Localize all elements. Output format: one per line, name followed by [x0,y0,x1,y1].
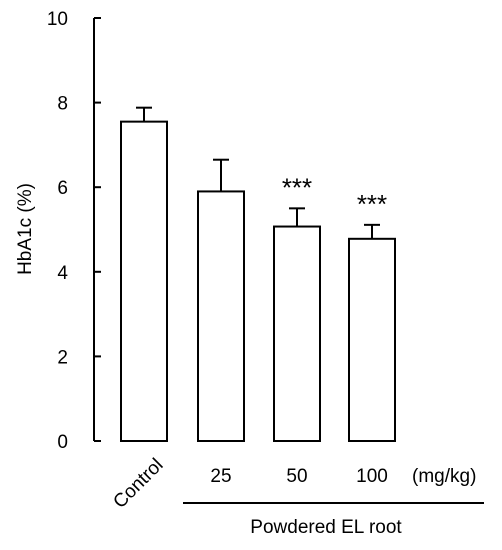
bar [348,237,396,442]
y-tick-label: 8 [57,94,68,115]
bars-layer: *** *** [120,106,396,442]
unit-label: (mg/kg) [412,466,476,487]
x-tick-label: 100 [356,466,388,487]
y-tick-label: 10 [47,9,68,30]
group-label: Powdered EL root [250,517,402,538]
y-tick-label: 0 [57,432,68,453]
y-tick-label: 4 [57,263,68,284]
bar [273,225,321,442]
bar [120,120,168,442]
bar [197,190,245,442]
y-axis-label: HbA1c (%) [15,183,36,275]
significance-label: *** [357,189,387,219]
x-tick-label: Control [109,455,167,513]
x-tick-label: 25 [210,466,231,487]
x-tick-label: 50 [286,466,307,487]
y-tick-label: 6 [57,178,68,199]
significance-label: *** [282,172,312,202]
y-tick-label: 2 [57,347,68,368]
